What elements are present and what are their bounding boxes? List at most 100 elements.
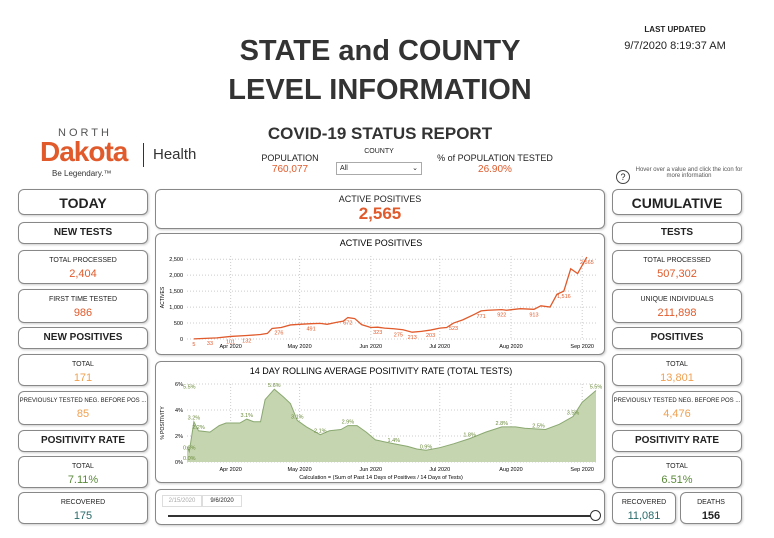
x-tick-label: Sep 2020 [570, 344, 594, 350]
area-fill [187, 389, 596, 462]
x-tick-label: Apr 2020 [219, 344, 241, 350]
data-label: 913 [529, 312, 538, 318]
cum-unique-individuals[interactable]: UNIQUE INDIVIDUALS 211,898 [612, 289, 742, 323]
data-label: 1.4% [388, 438, 401, 444]
y-tick-label: 2,000 [169, 273, 183, 279]
pct-tested-value: 26.90% [478, 164, 512, 175]
data-label: 672 [343, 321, 352, 327]
series-line [186, 388, 597, 454]
data-label: 2.1% [314, 429, 327, 435]
last-updated-value: 9/7/2020 8:19:37 AM [624, 40, 726, 52]
x-tick-label: May 2020 [288, 467, 312, 473]
last-updated-label: LAST UPDATED [644, 25, 706, 34]
cum-positivity-total[interactable]: TOTAL 6.51% [612, 456, 742, 488]
active-positives-chart[interactable]: ACTIVE POSITIVES 0 500 1,000 1,500 2,000 2,500… [155, 233, 605, 355]
today-recovered[interactable]: RECOVERED 175 [18, 492, 148, 524]
y-tick-label: 0 [180, 337, 183, 343]
chart-title: 14 DAY ROLLING AVERAGE POSITIVITY RATE (… [250, 366, 512, 376]
value: 6.51% [661, 474, 693, 486]
x-tick-label: Jun 2020 [359, 344, 382, 350]
data-label: 33 [207, 341, 213, 347]
data-label: 2.5% [532, 424, 545, 430]
population-label: POPULATION [261, 153, 319, 163]
label: TOTAL PROCESSED [643, 257, 711, 264]
data-label: 3.1% [240, 413, 253, 419]
logo-health: Health [153, 146, 197, 163]
data-label: 1.8% [463, 433, 476, 439]
active-positives-card[interactable]: ACTIVE POSITIVES 2,565 [155, 189, 605, 229]
label: TOTAL PROCESSED [49, 257, 117, 264]
value: 11,081 [627, 510, 661, 522]
data-label: 2.2% [192, 425, 205, 431]
label: RECOVERED [60, 499, 106, 506]
cum-deaths[interactable]: DEATHS 156 [680, 492, 742, 524]
label: PREVIOUSLY TESTED NEG. BEFORE POS ... [613, 398, 741, 404]
cum-total-processed[interactable]: TOTAL PROCESSED 507,302 [612, 250, 742, 284]
y-tick-label: 4% [175, 408, 183, 414]
data-label: 922 [497, 313, 506, 319]
cum-positivity-header: POSITIVITY RATE [612, 430, 742, 452]
series-line [193, 256, 588, 340]
today-positivity-total[interactable]: TOTAL 7.11% [18, 456, 148, 488]
page-title: STATE and COUNTY LEVEL INFORMATION [228, 35, 532, 106]
data-label: 2,565 [580, 260, 594, 266]
start-date-input[interactable]: 2/15/2020 [162, 495, 202, 507]
data-label: 5.5% [590, 385, 603, 391]
label: TOTAL [72, 361, 94, 368]
population-value: 760,077 [271, 164, 309, 175]
x-tick-label: Apr 2020 [219, 467, 241, 473]
value: 4,476 [663, 408, 691, 420]
cum-prev-tested[interactable]: PREVIOUSLY TESTED NEG. BEFORE POS ... 4,4… [612, 391, 742, 425]
help-icon[interactable]: ? [616, 170, 630, 184]
logo-north: NORTH [58, 127, 112, 139]
value: 156 [701, 510, 721, 522]
data-label: 1,516 [557, 294, 571, 300]
help-text: Hover over a value and click the icon fo… [635, 167, 743, 179]
y-tick-label: 2% [175, 434, 183, 440]
y-axis-label: ACTIVES [160, 286, 166, 308]
cumulative-header: CUMULATIVE [612, 189, 742, 215]
x-tick-label: Sep 2020 [570, 467, 594, 473]
data-label: 0.9% [420, 444, 433, 450]
label: FIRST TIME TESTED [48, 296, 118, 303]
positivity-chart[interactable]: 14 DAY ROLLING AVERAGE POSITIVITY RATE (… [155, 361, 605, 483]
data-label: 132 [242, 338, 251, 344]
label: TOTAL [666, 463, 688, 470]
chevron-down-icon: ⌄ [412, 165, 418, 172]
value: 986 [73, 307, 93, 319]
today-total-processed[interactable]: TOTAL PROCESSED 2,404 [18, 250, 148, 284]
data-label: 323 [373, 330, 382, 336]
data-label: 5.6% [268, 383, 281, 389]
data-label: 101 [226, 339, 235, 345]
data-label: 0.8% [183, 446, 196, 452]
slider-track[interactable] [168, 515, 596, 517]
logo-divider [143, 143, 144, 167]
cum-recovered[interactable]: RECOVERED 11,081 [612, 492, 676, 524]
date-range-slicer[interactable]: 2/15/2020 9/6/2020 [155, 489, 605, 525]
label: DEATHS [697, 499, 725, 506]
data-label: 3.1% [291, 414, 304, 420]
new-tests-header: NEW TESTS [18, 222, 148, 244]
label: TOTAL [72, 463, 94, 470]
value: 507,302 [657, 268, 697, 280]
pct-tested-label: % of POPULATION TESTED [437, 153, 553, 163]
active-chart-svg: ACTIVE POSITIVES 0 500 1,000 1,500 2,000 2,500… [160, 238, 596, 350]
end-date-input[interactable]: 9/6/2020 [202, 495, 242, 507]
x-tick-label: Jun 2020 [359, 467, 382, 473]
today-prev-tested[interactable]: PREVIOUSLY TESTED NEG. BEFORE POS ... 85 [18, 391, 148, 425]
y-axis-label: % POSITIVITY [160, 406, 166, 440]
logo-tagline: Be Legendary.™ [52, 169, 112, 178]
data-label: 213 [408, 335, 417, 341]
value: 13,801 [660, 372, 694, 384]
x-tick-label: Aug 2020 [499, 344, 523, 350]
report-title: COVID-19 STATUS REPORT [267, 124, 493, 143]
today-positives-total[interactable]: TOTAL 171 [18, 354, 148, 386]
data-label: 771 [477, 314, 486, 320]
cum-positives-total[interactable]: TOTAL 13,801 [612, 354, 742, 386]
slider-thumb[interactable] [590, 510, 601, 521]
today-first-time-tested[interactable]: FIRST TIME TESTED 986 [18, 289, 148, 323]
x-tick-label: Jul 2020 [429, 344, 450, 350]
county-select[interactable]: All ⌄ [336, 162, 422, 175]
value: 171 [73, 372, 93, 384]
label: TOTAL [666, 361, 688, 368]
